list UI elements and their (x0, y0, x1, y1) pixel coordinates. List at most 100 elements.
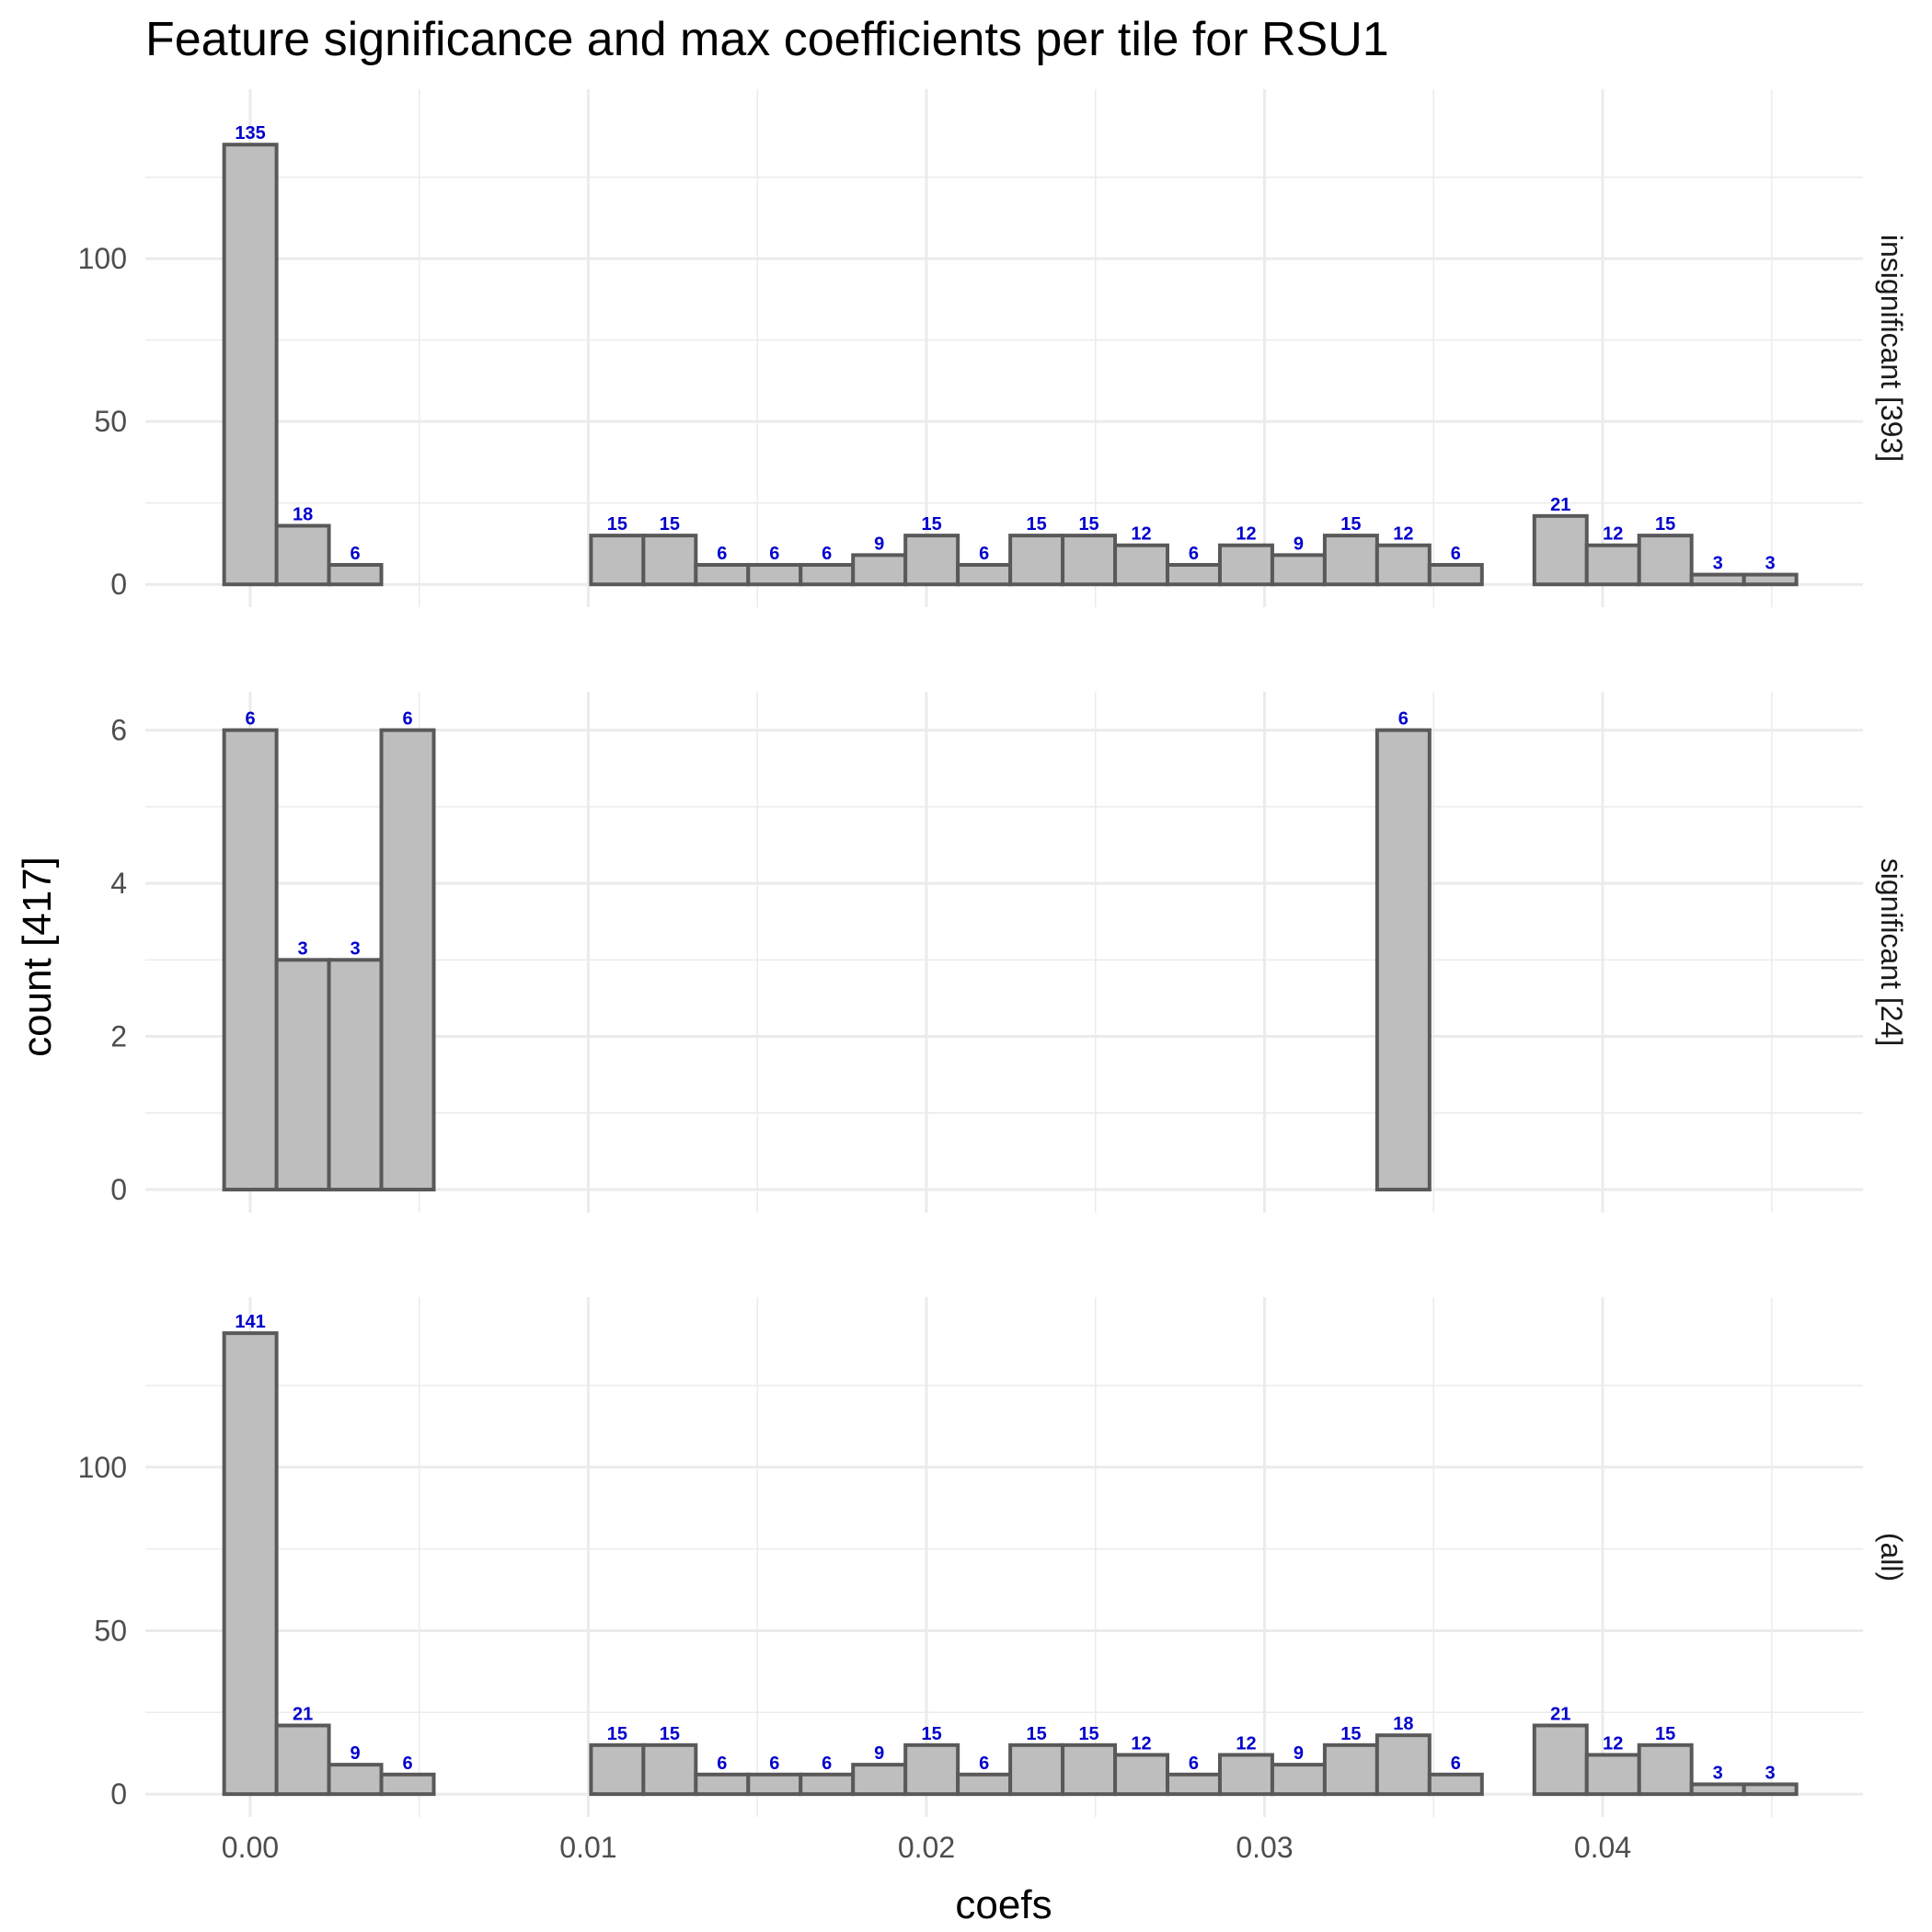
chart-title: Feature significance and max coefficient… (145, 13, 1389, 66)
histogram-bar (274, 523, 331, 587)
bar-count-label: 15 (1655, 1724, 1675, 1744)
bar-count-label: 6 (402, 709, 412, 730)
bar-count-label: 15 (660, 514, 680, 535)
bar-count-label: 18 (293, 504, 313, 524)
x-tick-label: 0.01 (559, 1831, 616, 1864)
bar-count-label: 21 (293, 1705, 313, 1725)
bar-count-label: 21 (1550, 1705, 1570, 1725)
histogram-bar (1322, 534, 1379, 587)
bar-count-label: 15 (660, 1724, 680, 1744)
histogram-bar (799, 1772, 856, 1797)
histogram-bar (1637, 1742, 1694, 1797)
histogram-bar (1742, 572, 1799, 587)
bar-count-label: 15 (922, 1724, 942, 1744)
bar-count-label: 15 (1078, 1724, 1098, 1744)
histogram-bar (851, 553, 908, 587)
histogram-bar (589, 534, 646, 587)
x-axis-title: coefs (955, 1882, 1052, 1927)
bar-count-label: 12 (1236, 1733, 1256, 1754)
bar-count-label: 12 (1131, 524, 1151, 545)
y-tick-label: 50 (94, 405, 127, 438)
bar-count-label: 12 (1603, 1733, 1623, 1754)
bar-count-label: 6 (402, 1754, 412, 1774)
facet-panel: 0 2 4 6 6 3 3 6 6 significant [24] (110, 692, 1908, 1213)
y-tick-label: 100 (78, 1451, 127, 1484)
histogram-bar (694, 1772, 751, 1797)
histogram-bar (1637, 534, 1694, 587)
bar-count-label: 6 (979, 544, 989, 564)
histogram-bar (1532, 513, 1589, 587)
histogram-bar (1113, 543, 1170, 587)
histogram-bar (1322, 1742, 1379, 1797)
histogram-bar (1689, 1782, 1746, 1797)
bar-count-label: 6 (822, 544, 832, 564)
facet-panel: 0 50 100 135 18 6 15 15 6 6 6 9 15 6 15 15 12 6 12 9 15 12 6 21… (78, 89, 1908, 607)
histogram-bar (1008, 534, 1065, 587)
histogram-bar (1270, 553, 1327, 587)
bar-count-label: 3 (298, 938, 308, 959)
histogram-bar (746, 562, 803, 587)
bar-count-label: 3 (1713, 554, 1723, 574)
histogram-bar (589, 1742, 646, 1797)
histogram-bar (641, 1742, 698, 1797)
histogram-bar (1061, 1742, 1118, 1797)
bar-count-label: 3 (1765, 554, 1776, 574)
histogram-bar (222, 728, 279, 1192)
bar-count-label: 15 (607, 514, 627, 535)
y-tick-label: 2 (110, 1020, 127, 1053)
histogram-bar (1742, 1782, 1799, 1797)
bar-count-label: 6 (822, 1754, 832, 1774)
y-tick-label: 4 (110, 867, 127, 900)
bar-count-label: 18 (1393, 1714, 1413, 1734)
histogram-bar (694, 562, 751, 587)
histogram-bar (851, 1763, 908, 1797)
bar-count-label: 6 (1451, 544, 1461, 564)
x-tick-label: 0.00 (222, 1831, 279, 1864)
histogram-bar (222, 143, 279, 587)
bar-count-label: 21 (1550, 495, 1570, 515)
histogram-bar (1008, 1742, 1065, 1797)
y-tick-label: 0 (110, 1777, 127, 1811)
histogram-bar (327, 958, 384, 1192)
x-tick-label: 0.02 (898, 1831, 955, 1864)
histogram-bar (1584, 543, 1641, 587)
y-tick-label: 100 (78, 242, 127, 275)
bar-count-label: 6 (769, 1754, 779, 1774)
facet-strip-label: (all) (1875, 1533, 1908, 1581)
bar-count-label: 135 (235, 123, 265, 144)
bar-count-label: 15 (1655, 514, 1675, 535)
bar-count-label: 3 (1713, 1763, 1723, 1783)
y-tick-label: 50 (94, 1614, 127, 1647)
histogram-bar (1217, 543, 1274, 587)
histogram-bar (327, 562, 384, 587)
bar-count-label: 15 (922, 514, 942, 535)
histogram-bar (379, 1772, 436, 1797)
histogram-bar (956, 1772, 1013, 1797)
bar-count-label: 6 (979, 1754, 989, 1774)
histogram-bar (274, 958, 331, 1192)
bar-count-label: 15 (1026, 514, 1046, 535)
histogram-bar (799, 562, 856, 587)
y-axis-title: count [417] (15, 857, 60, 1057)
bar-count-label: 15 (1026, 1724, 1046, 1744)
histogram-bar (1166, 562, 1222, 587)
histogram-bar (903, 1742, 960, 1797)
bar-count-label: 6 (1189, 1754, 1199, 1774)
bar-count-label: 6 (1189, 544, 1199, 564)
histogram-bar (641, 534, 698, 587)
bar-count-label: 6 (246, 709, 256, 730)
histogram-bar (1374, 543, 1432, 587)
bar-count-label: 6 (1451, 1754, 1461, 1774)
bar-count-label: 6 (769, 544, 779, 564)
facet-strip-label: significant [24] (1875, 858, 1908, 1047)
bar-count-label: 15 (607, 1724, 627, 1744)
histogram-bar (327, 1763, 384, 1797)
bar-count-label: 9 (1294, 534, 1304, 554)
histogram-bar (1113, 1753, 1170, 1797)
histogram-bar (1061, 534, 1118, 587)
histogram-bar (274, 1723, 331, 1797)
bar-count-label: 141 (235, 1312, 265, 1332)
bar-count-label: 6 (717, 544, 727, 564)
